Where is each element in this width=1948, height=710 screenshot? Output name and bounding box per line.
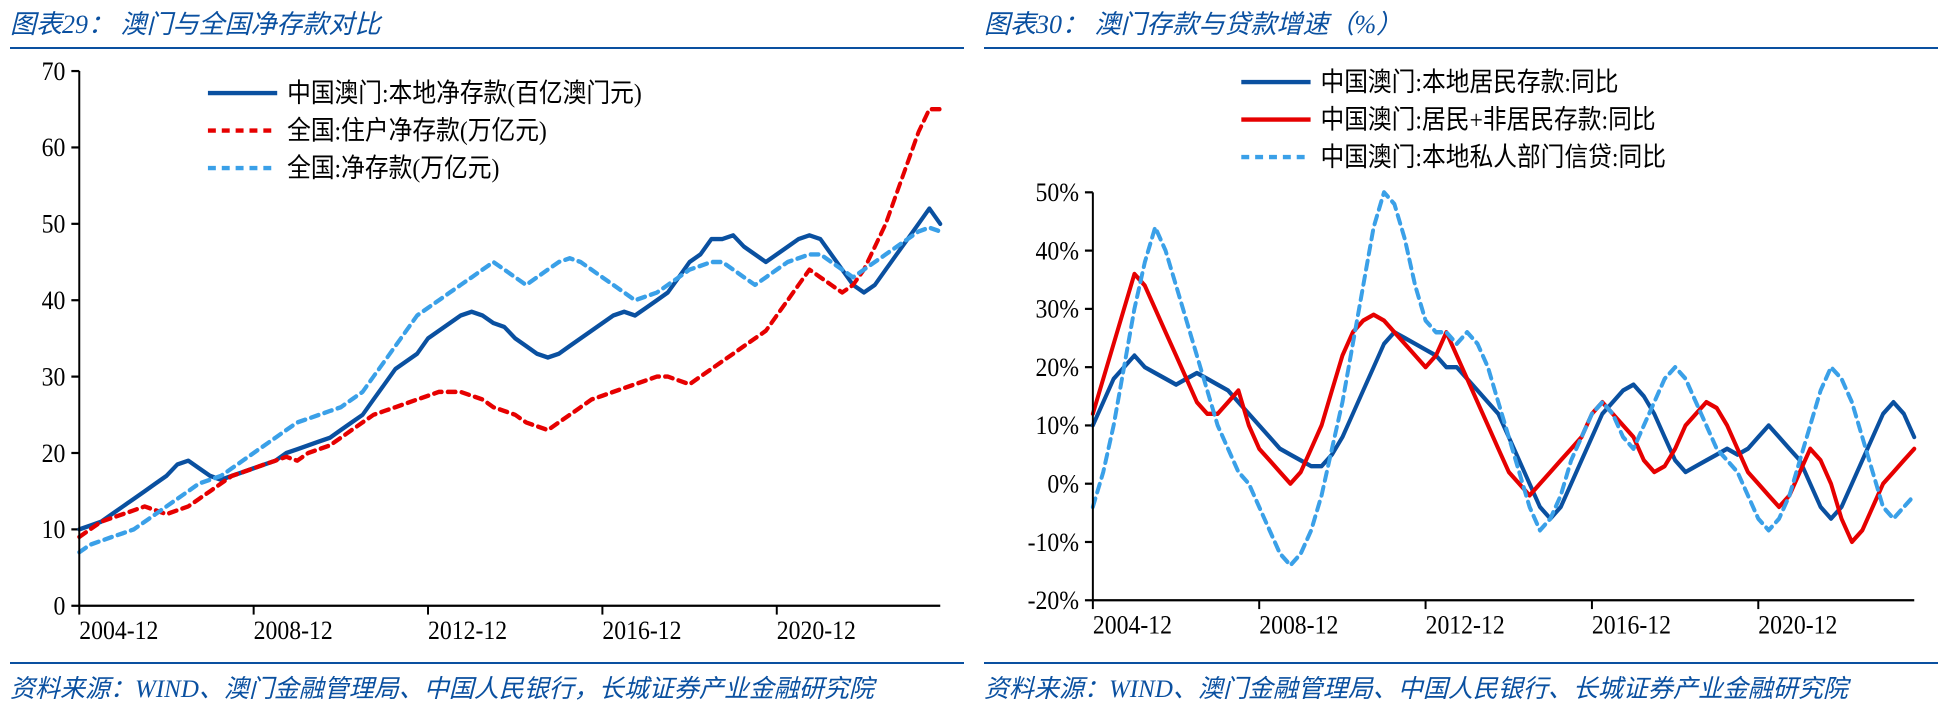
x-tick-label: 2012-12 [1426, 611, 1505, 639]
right-panel: 图表30： 澳门存款与贷款增速（%） -20% -10% 0% 10% 20% 30% 40… [974, 0, 1948, 710]
page: 图表29： 澳门与全国净存款对比 0 10 20 30 40 50 60 70 2004-12 2… [0, 0, 1948, 710]
series-line [79, 228, 940, 553]
y-tick-label: 10% [1035, 412, 1079, 440]
x-tick-label: 2008-12 [254, 617, 333, 645]
y-tick-label: 60 [42, 134, 66, 162]
y-tick-label: 70 [42, 58, 66, 86]
x-tick-label: 2020-12 [777, 617, 856, 645]
legend-label: 全国:住户净存款(万亿元) [287, 116, 547, 145]
legend-label: 中国澳门:居民+非居民存款:同比 [1320, 105, 1655, 134]
y-tick-label: -20% [1028, 587, 1079, 615]
left-title-row: 图表29： 澳门与全国净存款对比 [10, 0, 964, 49]
y-tick-label: 40% [1035, 237, 1079, 265]
series-line [1093, 274, 1914, 542]
left-chart-area: 0 10 20 30 40 50 60 70 2004-12 2008-12 2012-12 2016… [10, 49, 964, 662]
y-tick-label: -10% [1028, 529, 1079, 557]
y-tick-label: 50% [1035, 179, 1079, 207]
right-chart-svg: -20% -10% 0% 10% 20% 30% 40% 50% 2004-12 2008-12 2… [984, 49, 1938, 662]
y-tick-label: 20% [1035, 354, 1079, 382]
series-line [1093, 192, 1914, 565]
y-tick-label: 0 [54, 592, 66, 620]
y-tick-label: 30% [1035, 296, 1079, 324]
left-title-text: 澳门与全国净存款对比 [121, 10, 381, 39]
legend-label: 中国澳门:本地居民存款:同比 [1320, 68, 1618, 97]
x-tick-label: 2004-12 [79, 617, 158, 645]
x-tick-label: 2020-12 [1758, 611, 1837, 639]
y-tick-label: 40 [42, 287, 66, 315]
x-tick-label: 2004-12 [1093, 611, 1172, 639]
right-title-prefix: 图表30： [984, 10, 1088, 39]
y-tick-label: 30 [42, 363, 66, 391]
x-tick-label: 2016-12 [1592, 611, 1671, 639]
right-title-text: 澳门存款与贷款增速（%） [1095, 10, 1403, 39]
left-source: 资料来源：WIND、澳门金融管理局、中国人民银行，长城证券产业金融研究院 [10, 662, 964, 710]
x-tick-label: 2008-12 [1259, 611, 1338, 639]
y-tick-label: 20 [42, 440, 66, 468]
y-tick-label: 0% [1047, 470, 1079, 498]
right-source: 资料来源：WIND、澳门金融管理局、中国人民银行、长城证券产业金融研究院 [984, 662, 1938, 710]
left-title-prefix: 图表29： [10, 10, 114, 39]
right-title-row: 图表30： 澳门存款与贷款增速（%） [984, 0, 1938, 49]
y-tick-label: 50 [42, 211, 66, 239]
left-panel: 图表29： 澳门与全国净存款对比 0 10 20 30 40 50 60 70 2004-12 2… [0, 0, 974, 710]
right-chart-area: -20% -10% 0% 10% 20% 30% 40% 50% 2004-12 2008-12 2… [984, 49, 1938, 662]
left-chart-svg: 0 10 20 30 40 50 60 70 2004-12 2008-12 2012-12 2016… [10, 49, 964, 662]
legend-label: 全国:净存款(万亿元) [287, 154, 499, 183]
x-tick-label: 2012-12 [428, 617, 507, 645]
x-tick-label: 2016-12 [602, 617, 681, 645]
legend-label: 中国澳门:本地私人部门信贷:同比 [1320, 143, 1665, 172]
legend-label: 中国澳门:本地净存款(百亿澳门元) [287, 79, 642, 108]
y-tick-label: 10 [42, 516, 66, 544]
